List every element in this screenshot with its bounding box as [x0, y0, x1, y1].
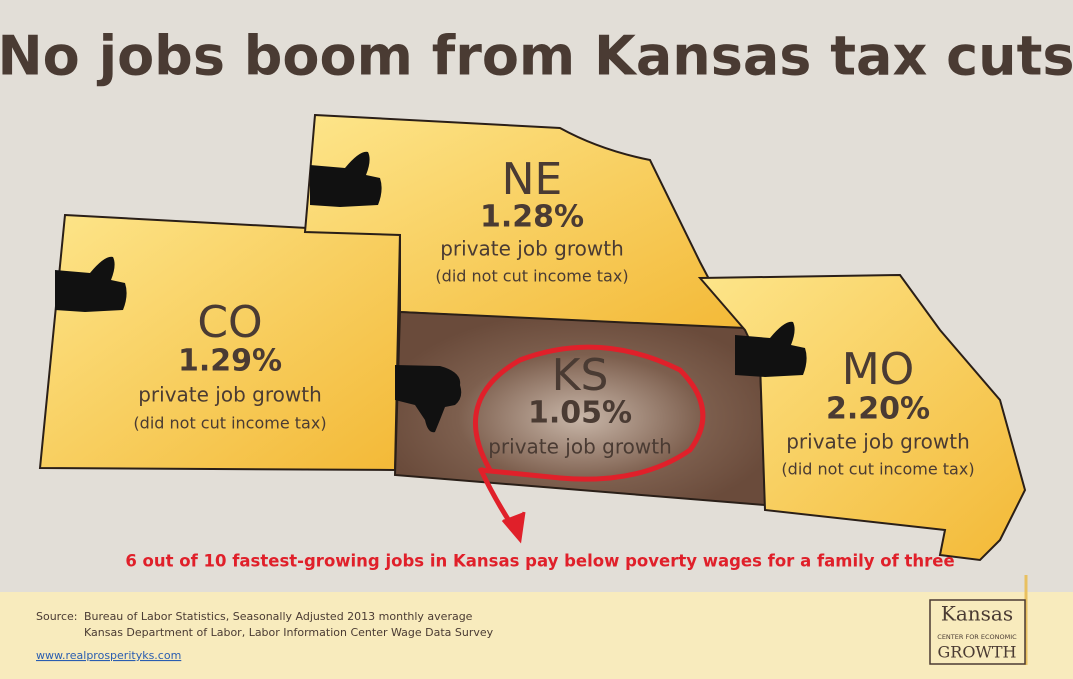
state-note: (did not cut income tax) — [781, 460, 974, 479]
state-label: private job growth — [138, 383, 322, 407]
footer — [0, 592, 1073, 679]
state-abbr: NE — [502, 154, 563, 205]
state-rate: 2.20% — [826, 392, 930, 427]
source-line: Bureau of Labor Statistics, Seasonally A… — [84, 610, 473, 623]
state-rate: 1.29% — [178, 344, 282, 379]
ne-labels: NE 1.28% private job growth (did not cut… — [435, 154, 628, 286]
state-label: private job growth — [786, 430, 970, 454]
state-abbr: KS — [552, 350, 609, 401]
state-note: (did not cut income tax) — [133, 414, 326, 433]
title: No jobs boom from Kansas tax cuts — [0, 25, 1073, 88]
thumbs — [55, 151, 807, 433]
state-label: private job growth — [488, 435, 672, 459]
ks-labels: KS 1.05% private job growth — [488, 350, 672, 459]
co-labels: CO 1.29% private job growth (did not cut… — [133, 297, 326, 433]
state-abbr: MO — [842, 344, 915, 395]
state-label: private job growth — [440, 237, 624, 261]
logo-tag: GROWTH — [937, 643, 1016, 662]
mo-labels: MO 2.20% private job growth (did not cut… — [781, 344, 974, 479]
state-rate: 1.05% — [528, 396, 632, 431]
logo-subtitle: CENTER FOR ECONOMIC — [937, 633, 1017, 641]
callout-circle — [473, 344, 706, 544]
url[interactable]: www.realprosperityks.com — [36, 649, 181, 662]
logo: Kansas CENTER FOR ECONOMIC GROWTH — [929, 575, 1028, 665]
logo-name: Kansas — [941, 602, 1013, 626]
callout: 6 out of 10 fastest-growing jobs in Kans… — [125, 552, 954, 571]
state-note: (did not cut income tax) — [435, 267, 628, 286]
source-line: Kansas Department of Labor, Labor Inform… — [84, 626, 494, 639]
source-label: Source: — [36, 610, 78, 623]
state-abbr: CO — [197, 297, 262, 348]
state-rate: 1.28% — [480, 200, 584, 235]
